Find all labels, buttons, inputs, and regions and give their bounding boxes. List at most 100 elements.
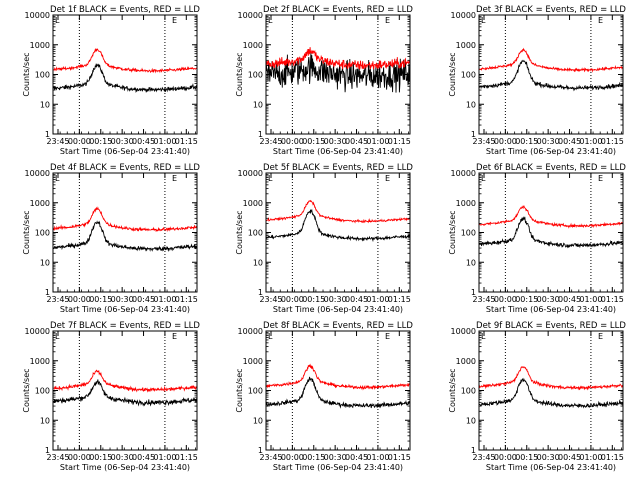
legend-marker-e: E <box>172 16 177 25</box>
panel-1: Det 1f BLACK = Events, RED = LLD 1 10 100 10… <box>22 5 200 156</box>
panel-frame <box>52 14 198 135</box>
legend-marker-e: E <box>598 174 603 183</box>
panel-title: Det 8f BLACK = Events, RED = LLD <box>263 321 413 331</box>
legend-marker-l: L <box>268 332 273 341</box>
y-tick-label: 10000 <box>238 11 263 20</box>
x-tick-label: 00:15 <box>515 295 538 304</box>
y-tick-label: 10000 <box>238 169 263 178</box>
x-tick-label: 00:30 <box>111 453 134 462</box>
events-series-line <box>52 379 197 407</box>
x-tick-label: 00:00 <box>68 295 91 304</box>
x-tick-label: 00:15 <box>89 453 112 462</box>
x-tick-label: 00:45 <box>132 137 155 146</box>
events-series-line <box>52 63 198 94</box>
x-tick-label: 00:30 <box>537 295 560 304</box>
panel-title: Det 3f BLACK = Events, RED = LLD <box>476 5 626 15</box>
x-tick-label: 00:00 <box>281 137 304 146</box>
x-tick-label: 01:15 <box>175 295 198 304</box>
y-tick-label: 100 <box>461 387 476 396</box>
legend-marker-e: E <box>385 16 390 25</box>
y-tick-label: 1 <box>45 288 50 297</box>
legend-marker-l: L <box>55 174 60 183</box>
y-tick-label: 10000 <box>451 11 476 20</box>
lld-series-line <box>52 369 198 393</box>
y-tick-label: 10 <box>40 258 50 267</box>
x-tick-label: 00:15 <box>515 453 538 462</box>
x-axis-label: Start Time (06-Sep-04 23:41:40) <box>486 305 616 314</box>
lld-series-line <box>265 47 411 70</box>
x-tick-label: 00:00 <box>281 295 304 304</box>
x-tick-label: 00:45 <box>558 453 581 462</box>
legend-marker-e: E <box>172 174 177 183</box>
events-series-line <box>265 53 411 93</box>
x-tick-label: 00:45 <box>558 295 581 304</box>
panel-2: Det 2f BLACK = Events, RED = LLD 1 10 100 10… <box>235 5 413 156</box>
panel-frame <box>265 172 411 293</box>
panel-title: Det 4f BLACK = Events, RED = LLD <box>50 163 200 173</box>
panel-6: Det 6f BLACK = Events, RED = LLD 1 10 100 10… <box>448 163 626 314</box>
x-tick-label: 23:45 <box>259 295 282 304</box>
y-tick-label: 100 <box>461 229 476 238</box>
x-tick-label: 00:00 <box>68 137 91 146</box>
x-axis-label: Start Time (06-Sep-04 23:41:40) <box>486 147 616 156</box>
x-tick-label: 00:45 <box>558 137 581 146</box>
x-axis-label: Start Time (06-Sep-04 23:41:40) <box>486 463 616 472</box>
events-series-line <box>52 220 198 253</box>
x-tick-label: 01:15 <box>388 453 411 462</box>
y-axis-label: Counts/sec <box>448 52 457 96</box>
y-axis-label: Counts/sec <box>448 210 457 254</box>
panel-5: Det 5f BLACK = Events, RED = LLD 1 10 100 10… <box>235 163 413 314</box>
x-tick-label: 01:15 <box>388 137 411 146</box>
y-tick-label: 10 <box>40 100 50 109</box>
x-tick-label: 01:15 <box>601 295 624 304</box>
y-tick-label: 1 <box>258 130 263 139</box>
y-tick-label: 1000 <box>456 357 476 366</box>
x-tick-label: 00:30 <box>111 295 134 304</box>
y-tick-label: 1 <box>45 446 50 455</box>
y-axis-label: Counts/sec <box>448 368 457 412</box>
legend-marker-l: L <box>481 332 486 341</box>
x-tick-label: 01:00 <box>366 453 389 462</box>
x-tick-label: 00:15 <box>515 137 538 146</box>
x-tick-label: 01:00 <box>579 453 602 462</box>
y-tick-label: 1000 <box>243 199 263 208</box>
panel-frame <box>478 330 624 451</box>
events-series-line <box>478 216 623 249</box>
y-tick-label: 10 <box>40 416 50 425</box>
x-tick-label: 01:00 <box>153 453 176 462</box>
legend-marker-l: L <box>55 332 60 341</box>
y-tick-label: 1000 <box>30 357 50 366</box>
legend-marker-l: L <box>55 16 60 25</box>
y-axis-label: Counts/sec <box>235 368 244 412</box>
x-tick-label: 00:00 <box>494 137 517 146</box>
x-tick-label: 00:45 <box>345 453 368 462</box>
legend-marker-e: E <box>385 174 390 183</box>
lld-series-line <box>52 47 197 74</box>
y-tick-label: 100 <box>461 71 476 80</box>
panel-7: Det 7f BLACK = Events, RED = LLD 1 10 100 10… <box>22 321 200 472</box>
legend-marker-l: L <box>268 174 273 183</box>
panel-frame <box>265 14 411 135</box>
y-tick-label: 10 <box>253 258 263 267</box>
x-tick-label: 00:30 <box>537 453 560 462</box>
panel-3: Det 3f BLACK = Events, RED = LLD 1 10 100 10… <box>448 5 626 156</box>
legend-marker-l: L <box>481 174 486 183</box>
panel-frame <box>52 330 198 451</box>
x-axis-label: Start Time (06-Sep-04 23:41:40) <box>273 147 403 156</box>
x-tick-label: 23:45 <box>46 295 69 304</box>
x-tick-label: 23:45 <box>472 295 495 304</box>
y-tick-label: 1000 <box>243 41 263 50</box>
x-tick-label: 00:30 <box>324 453 347 462</box>
x-tick-label: 00:15 <box>302 453 325 462</box>
x-tick-label: 01:00 <box>366 295 389 304</box>
x-tick-label: 01:00 <box>153 137 176 146</box>
panel-frame <box>265 330 411 451</box>
x-tick-label: 01:00 <box>579 137 602 146</box>
y-tick-label: 1000 <box>30 199 50 208</box>
events-series-line <box>265 376 411 409</box>
x-tick-label: 00:45 <box>132 295 155 304</box>
events-series-line <box>478 59 624 92</box>
legend-marker-e: E <box>598 332 603 341</box>
lld-series-line <box>478 204 623 229</box>
